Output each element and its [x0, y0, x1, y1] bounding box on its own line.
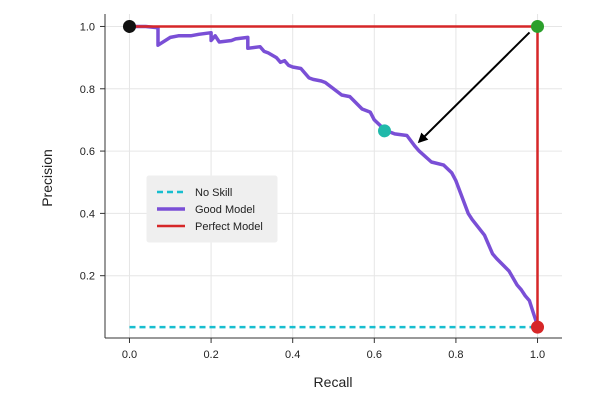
point-marker	[531, 320, 545, 334]
legend: No Skill Good Model Perfect Model	[146, 175, 278, 243]
y-tick-label: 0.8	[80, 84, 95, 96]
legend-label: Good Model	[195, 204, 255, 216]
point-marker	[122, 19, 136, 33]
x-tick-label: 0.4	[285, 349, 300, 361]
marker-layer	[122, 19, 545, 334]
legend-label: No Skill	[195, 187, 232, 199]
annotation-layer	[417, 31, 531, 144]
axes	[100, 14, 562, 343]
series-good-model	[129, 24, 540, 327]
x-tick-label: 1.0	[530, 349, 545, 361]
y-tick-label: 0.4	[80, 208, 95, 220]
point-marker	[378, 124, 392, 138]
y-tick-labels: 0.2 0.4 0.6 0.8 1.0	[80, 21, 95, 282]
x-tick-label: 0.0	[122, 349, 137, 361]
annotation-arrow	[417, 31, 531, 144]
y-tick-label: 0.2	[80, 271, 95, 283]
x-tick-label: 0.6	[367, 349, 382, 361]
x-tick-label: 0.2	[203, 349, 218, 361]
y-tick-label: 0.6	[80, 146, 95, 158]
y-axis-label: Precision	[39, 149, 55, 207]
y-tick-label: 1.0	[80, 21, 95, 33]
x-tick-labels: 0.0 0.2 0.4 0.6 0.8 1.0	[122, 349, 545, 361]
x-tick-label: 0.8	[448, 349, 463, 361]
point-marker	[531, 19, 545, 33]
x-axis-label: Recall	[314, 374, 353, 390]
legend-label: Perfect Model	[195, 221, 263, 233]
